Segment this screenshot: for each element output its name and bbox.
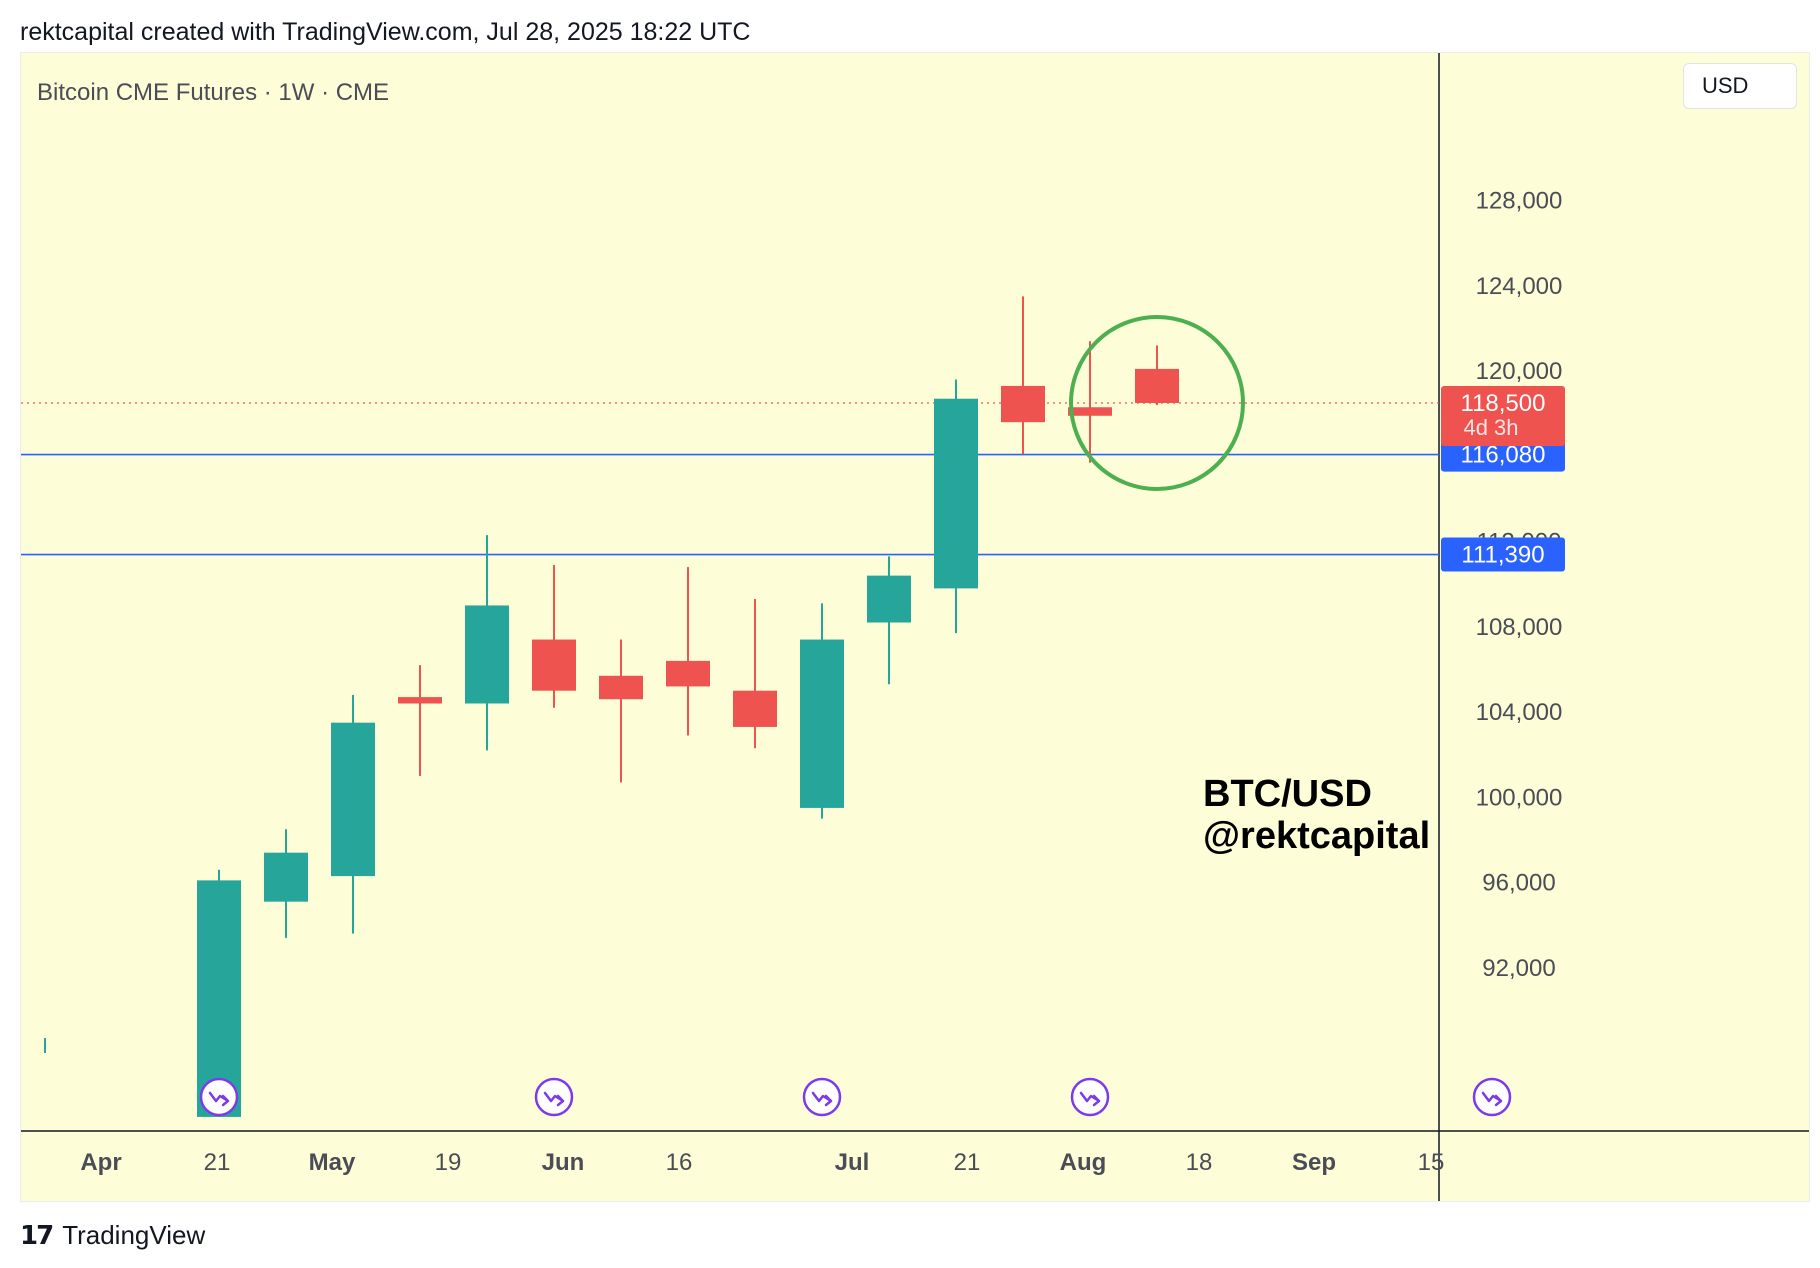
dividend-arrow-glyph xyxy=(208,1091,230,1107)
watermark-pair: BTC/USD xyxy=(1203,773,1372,815)
price-level-badge xyxy=(1441,537,1565,572)
candle-body[interactable] xyxy=(532,639,576,691)
current-price-label: 118,500 xyxy=(1461,390,1546,417)
dividend-arrow-glyph xyxy=(1481,1091,1503,1107)
candle-body[interactable] xyxy=(398,697,442,704)
x-tick-month-label: Jul xyxy=(835,1149,870,1176)
candle-body[interactable] xyxy=(666,660,710,687)
tradingview-logo-icon: 17 xyxy=(20,1220,54,1251)
candle-body[interactable] xyxy=(934,398,978,589)
header-credit: rektcapital created with TradingView.com… xyxy=(20,18,751,46)
chart-panel[interactable]: 92,00096,000100,000104,000108,000112,000… xyxy=(20,52,1810,1202)
candle-body[interactable] xyxy=(867,575,911,623)
y-tick-label: 124,000 xyxy=(1476,273,1563,300)
x-tick-day-label: 21 xyxy=(204,1149,231,1176)
candle-body[interactable] xyxy=(1068,407,1112,416)
y-tick-label: 120,000 xyxy=(1476,358,1563,385)
x-tick-month-label: Aug xyxy=(1060,1149,1107,1176)
price-level-label: 111,390 xyxy=(1461,542,1544,569)
candle-body[interactable] xyxy=(465,605,509,704)
candle-body[interactable] xyxy=(800,639,844,808)
watermark-handle: @rektcapital xyxy=(1203,815,1431,857)
y-tick-label: 96,000 xyxy=(1482,870,1555,897)
x-tick-day-label: 16 xyxy=(666,1149,693,1176)
x-tick-day-label: 18 xyxy=(1186,1149,1213,1176)
currency-button[interactable]: USD xyxy=(1683,63,1797,109)
candle-body[interactable] xyxy=(1001,385,1045,423)
price-level-badge xyxy=(1441,437,1565,472)
y-tick-label: 92,000 xyxy=(1482,955,1555,982)
dividend-arrow-glyph xyxy=(1079,1091,1101,1107)
x-tick-day-label: 21 xyxy=(954,1149,981,1176)
x-tick-month-label: Jun xyxy=(542,1149,585,1176)
current-price-badge xyxy=(1441,385,1565,446)
candle-body[interactable] xyxy=(733,690,777,727)
dividend-arrow-glyph xyxy=(811,1091,833,1107)
y-tick-label: 104,000 xyxy=(1476,699,1563,726)
symbol-title[interactable]: Bitcoin CME Futures · 1W · CME xyxy=(37,79,390,106)
x-tick-month-label: Apr xyxy=(80,1149,121,1176)
dividend-arrow-glyph xyxy=(543,1091,565,1107)
x-tick-month-label: May xyxy=(309,1149,356,1176)
x-tick-day-label: 19 xyxy=(435,1149,462,1176)
candle-body[interactable] xyxy=(264,852,308,902)
watermark: BTC/USD @rektcapital xyxy=(1203,773,1430,857)
candle-body[interactable] xyxy=(197,880,241,1117)
tradingview-logo[interactable]: 17 TradingView xyxy=(20,1220,205,1251)
candle-body[interactable] xyxy=(1135,368,1179,403)
y-tick-label: 108,000 xyxy=(1476,614,1563,641)
y-tick-label: 128,000 xyxy=(1476,188,1563,215)
x-tick-day-label: 15 xyxy=(1418,1149,1445,1176)
candlestick-chart[interactable]: 92,00096,000100,000104,000108,000112,000… xyxy=(21,53,1809,1201)
countdown-label: 4d 3h xyxy=(1463,415,1518,440)
x-tick-month-label: Sep xyxy=(1292,1149,1336,1176)
candle-body[interactable] xyxy=(599,675,643,700)
candle-body[interactable] xyxy=(331,722,375,877)
y-tick-label: 100,000 xyxy=(1476,784,1563,811)
tradingview-logo-text: TradingView xyxy=(62,1220,206,1250)
price-level-label: 116,080 xyxy=(1461,442,1546,469)
highlight-circle xyxy=(1069,314,1245,491)
